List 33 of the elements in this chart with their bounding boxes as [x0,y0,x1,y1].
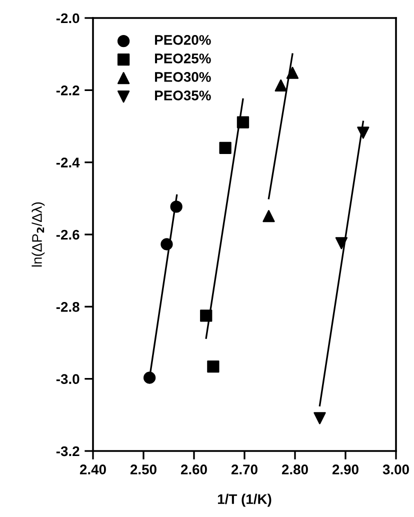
x-tick-label: 2.40 [80,464,106,474]
point [314,412,326,424]
point [200,310,212,322]
x-axis-title: 1/T (1/K) [218,494,272,507]
point [219,142,232,154]
legend-label: PEO25% [155,54,211,64]
point [160,238,173,250]
point [262,210,275,222]
point [357,126,370,139]
y-tick-label: -2.4 [56,158,80,168]
point [143,372,156,384]
point [170,200,182,213]
legend-label: PEO30% [155,72,211,82]
point [274,79,287,92]
y-tick-label: -3.2 [56,446,80,456]
y-tick-label: -3.0 [56,374,80,384]
x-tick-label: 3.00 [382,464,409,474]
point [236,116,250,128]
x-tick-label: 2.50 [130,464,156,474]
y-tick-label: -2.2 [56,86,80,96]
legend-label: PEO35% [155,90,211,100]
y-axis-title: ln(ΔP$_{2}$/Δλ) [32,202,45,267]
legend-label: PEO20% [155,35,211,45]
point [335,237,348,250]
x-tick-label: 2.90 [332,464,358,474]
y-tick-label: -2.6 [56,230,80,240]
x-tick-label: 2.80 [282,464,308,474]
point [286,66,299,79]
y-tick-label: -2.8 [56,302,80,312]
point [207,360,220,373]
y-tick-label: -2.0 [56,13,80,24]
x-tick-label: 2.60 [180,464,207,474]
x-tick-label: 2.70 [231,464,258,474]
